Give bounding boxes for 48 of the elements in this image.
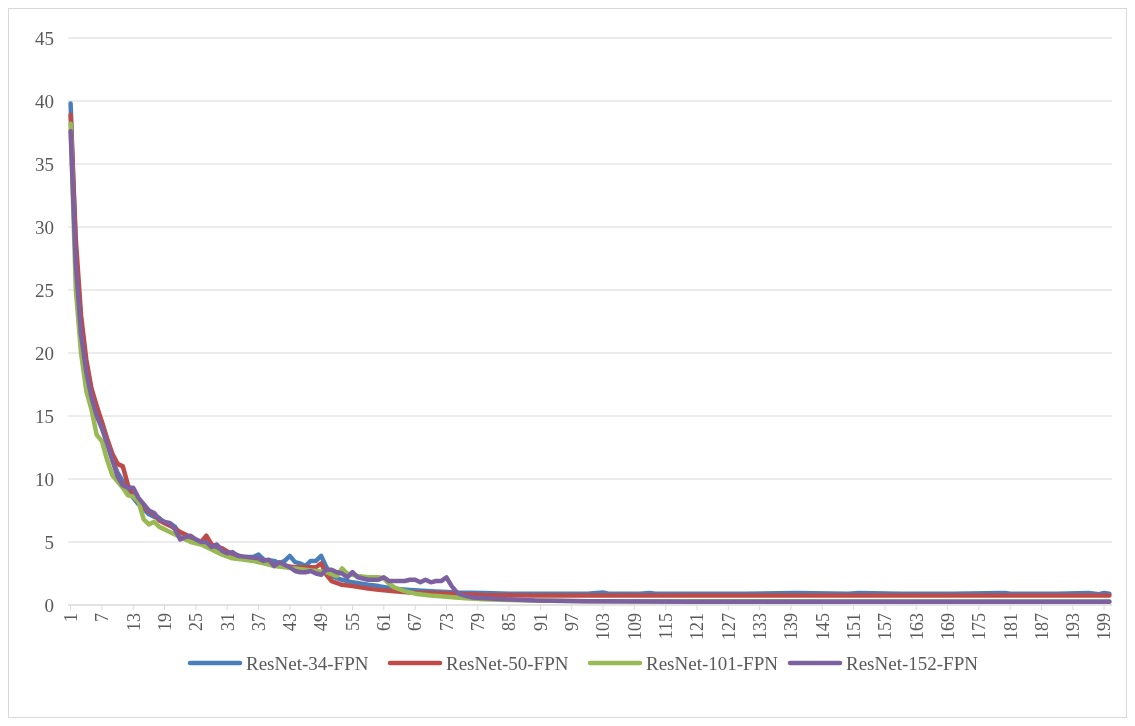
x-tick-label: 133 <box>749 613 770 640</box>
y-tick-label: 25 <box>35 279 54 301</box>
y-tick-label: 15 <box>35 405 54 427</box>
y-tick-label: 40 <box>35 90 54 112</box>
y-tick-label: 0 <box>44 594 54 616</box>
x-tick-label: 31 <box>217 613 238 631</box>
x-tick-label: 103 <box>593 613 614 640</box>
x-tick-label: 79 <box>468 613 489 631</box>
x-tick-label: 85 <box>499 613 520 631</box>
x-tick-label: 169 <box>937 613 958 640</box>
x-tick-label: 43 <box>280 613 301 631</box>
x-tick-label: 115 <box>655 613 676 640</box>
x-tick-label: 7 <box>92 613 113 622</box>
legend-label: ResNet-101-FPN <box>646 652 779 674</box>
x-tick-label: 13 <box>123 613 144 631</box>
x-tick-label: 25 <box>186 613 207 631</box>
x-tick-label: 175 <box>969 613 990 640</box>
x-tick-label: 127 <box>718 613 739 640</box>
x-tick-label: 121 <box>687 613 708 640</box>
x-tick-label: 151 <box>843 613 864 640</box>
y-tick-label: 20 <box>35 342 54 364</box>
x-tick-label: 61 <box>374 613 395 631</box>
x-tick-label: 193 <box>1063 613 1084 640</box>
x-tick-label: 1 <box>60 613 81 622</box>
y-tick-label: 5 <box>44 531 54 553</box>
x-tick-label: 37 <box>248 613 269 631</box>
x-tick-label: 181 <box>1000 613 1021 640</box>
y-tick-label: 10 <box>35 468 54 490</box>
x-tick-label: 97 <box>562 613 583 631</box>
x-tick-label: 109 <box>624 613 645 640</box>
x-tick-label: 73 <box>436 613 457 631</box>
y-tick-label: 35 <box>35 153 54 175</box>
x-tick-label: 145 <box>812 613 833 640</box>
x-tick-label: 199 <box>1094 613 1115 640</box>
y-tick-label: 45 <box>35 27 54 49</box>
legend-label: ResNet-34-FPN <box>246 652 369 674</box>
x-tick-label: 163 <box>906 613 927 640</box>
x-tick-label: 55 <box>342 613 363 631</box>
x-tick-label: 91 <box>530 613 551 631</box>
x-tick-label: 157 <box>875 613 896 640</box>
x-tick-label: 67 <box>405 613 426 631</box>
legend-label: ResNet-152-FPN <box>846 652 979 674</box>
y-tick-label: 30 <box>35 216 54 238</box>
x-tick-label: 187 <box>1031 613 1052 640</box>
x-tick-label: 19 <box>154 613 175 631</box>
x-tick-label: 49 <box>311 613 332 631</box>
legend-label: ResNet-50-FPN <box>446 652 569 674</box>
x-tick-label: 139 <box>781 613 802 640</box>
